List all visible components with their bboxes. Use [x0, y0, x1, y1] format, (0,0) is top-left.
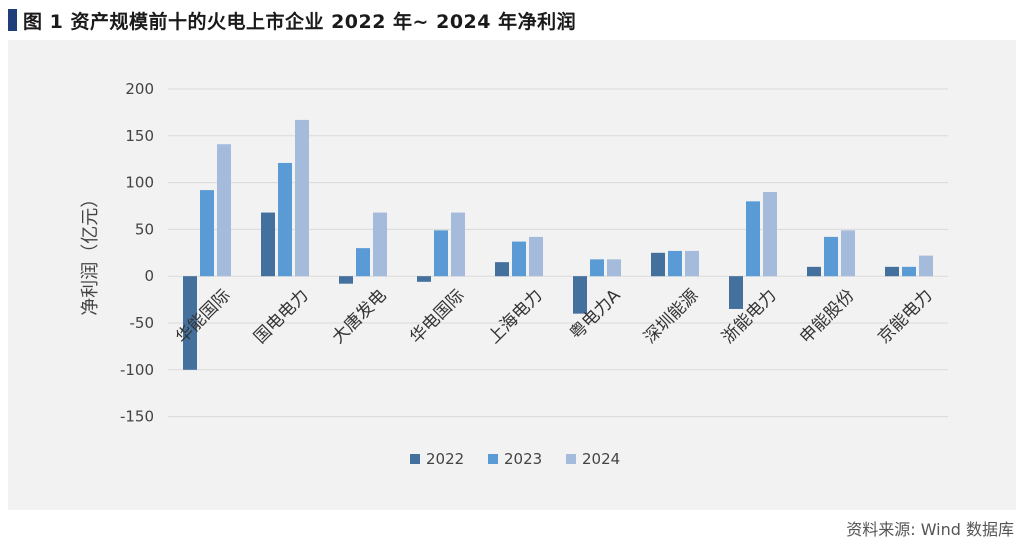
x-category-label: 上海电力 — [484, 286, 546, 348]
title-marker — [8, 9, 17, 31]
legend-label: 2023 — [504, 450, 542, 468]
bar-2022 — [729, 276, 743, 309]
bar-2023 — [200, 190, 214, 277]
bar-2022 — [573, 276, 587, 314]
bar-2022 — [417, 276, 431, 282]
legend-label: 2022 — [426, 450, 464, 468]
bar-2022 — [261, 212, 275, 277]
y-tick-label: -100 — [120, 361, 154, 379]
bar-2022 — [651, 252, 665, 277]
bar-2024 — [295, 119, 309, 277]
x-category-label: 国电电力 — [250, 286, 312, 348]
bar-2023 — [824, 236, 838, 277]
chart-title: 图 1 资产规模前十的火电上市企业 2022 年~ 2024 年净利润 — [23, 10, 577, 33]
x-category-label: 京能电力 — [874, 286, 936, 348]
y-tick-label: -150 — [120, 408, 154, 426]
bar-2023 — [668, 250, 682, 277]
bar-2023 — [356, 248, 370, 277]
bar-2022 — [807, 266, 821, 277]
legend-swatch-2022 — [410, 454, 420, 464]
bar-2024 — [841, 230, 855, 277]
title-bar: 图 1 资产规模前十的火电上市企业 2022 年~ 2024 年净利润 — [8, 6, 576, 34]
x-category-label: 华电国际 — [406, 286, 468, 348]
y-tick-label: 100 — [125, 174, 154, 192]
bar-2024 — [217, 144, 231, 277]
x-category-label: 申能股份 — [796, 286, 858, 348]
legend-swatch-2023 — [488, 454, 498, 464]
bar-2024 — [607, 259, 621, 277]
y-axis-title: 净利润（亿元） — [80, 190, 101, 316]
bar-2022 — [495, 262, 509, 277]
chart-panel: 200 150 100 50 0 -50 -100 -150 净利润（亿元） 华能国际 国电电力 大唐… — [8, 40, 1016, 510]
bar-2023 — [746, 201, 760, 277]
bar-2023 — [278, 162, 292, 277]
y-tick-label: -50 — [130, 314, 155, 332]
bar-2022 — [183, 276, 197, 370]
y-tick-label: 200 — [125, 80, 154, 98]
bar-2023 — [590, 259, 604, 277]
x-category-label: 华能国际 — [172, 286, 234, 348]
y-tick-label: 150 — [125, 127, 154, 145]
bar-2024 — [451, 212, 465, 277]
y-tick-label: 50 — [135, 220, 154, 238]
bar-2023 — [902, 266, 916, 277]
bar-2024 — [529, 236, 543, 277]
bar-2024 — [685, 250, 699, 277]
bar-2023 — [434, 230, 448, 277]
bar-chart: 200 150 100 50 0 -50 -100 -150 净利润（亿元） 华能国际 国电电力 大唐… — [80, 80, 948, 468]
legend-label: 2024 — [582, 450, 620, 468]
x-category-label: 浙能电力 — [718, 286, 780, 348]
y-tick-label: 0 — [144, 267, 154, 285]
source-note: 资料来源: Wind 数据库 — [846, 520, 1014, 539]
x-category-label: 大唐发电 — [328, 285, 391, 348]
bar-2024 — [373, 212, 387, 277]
bar-2023 — [512, 241, 526, 277]
bar-2022 — [885, 266, 899, 277]
bar-2022 — [339, 276, 353, 284]
bar-2024 — [919, 255, 933, 277]
x-category-label: 深圳能源 — [640, 286, 702, 348]
legend-swatch-2024 — [566, 454, 576, 464]
bar-2024 — [763, 191, 777, 277]
